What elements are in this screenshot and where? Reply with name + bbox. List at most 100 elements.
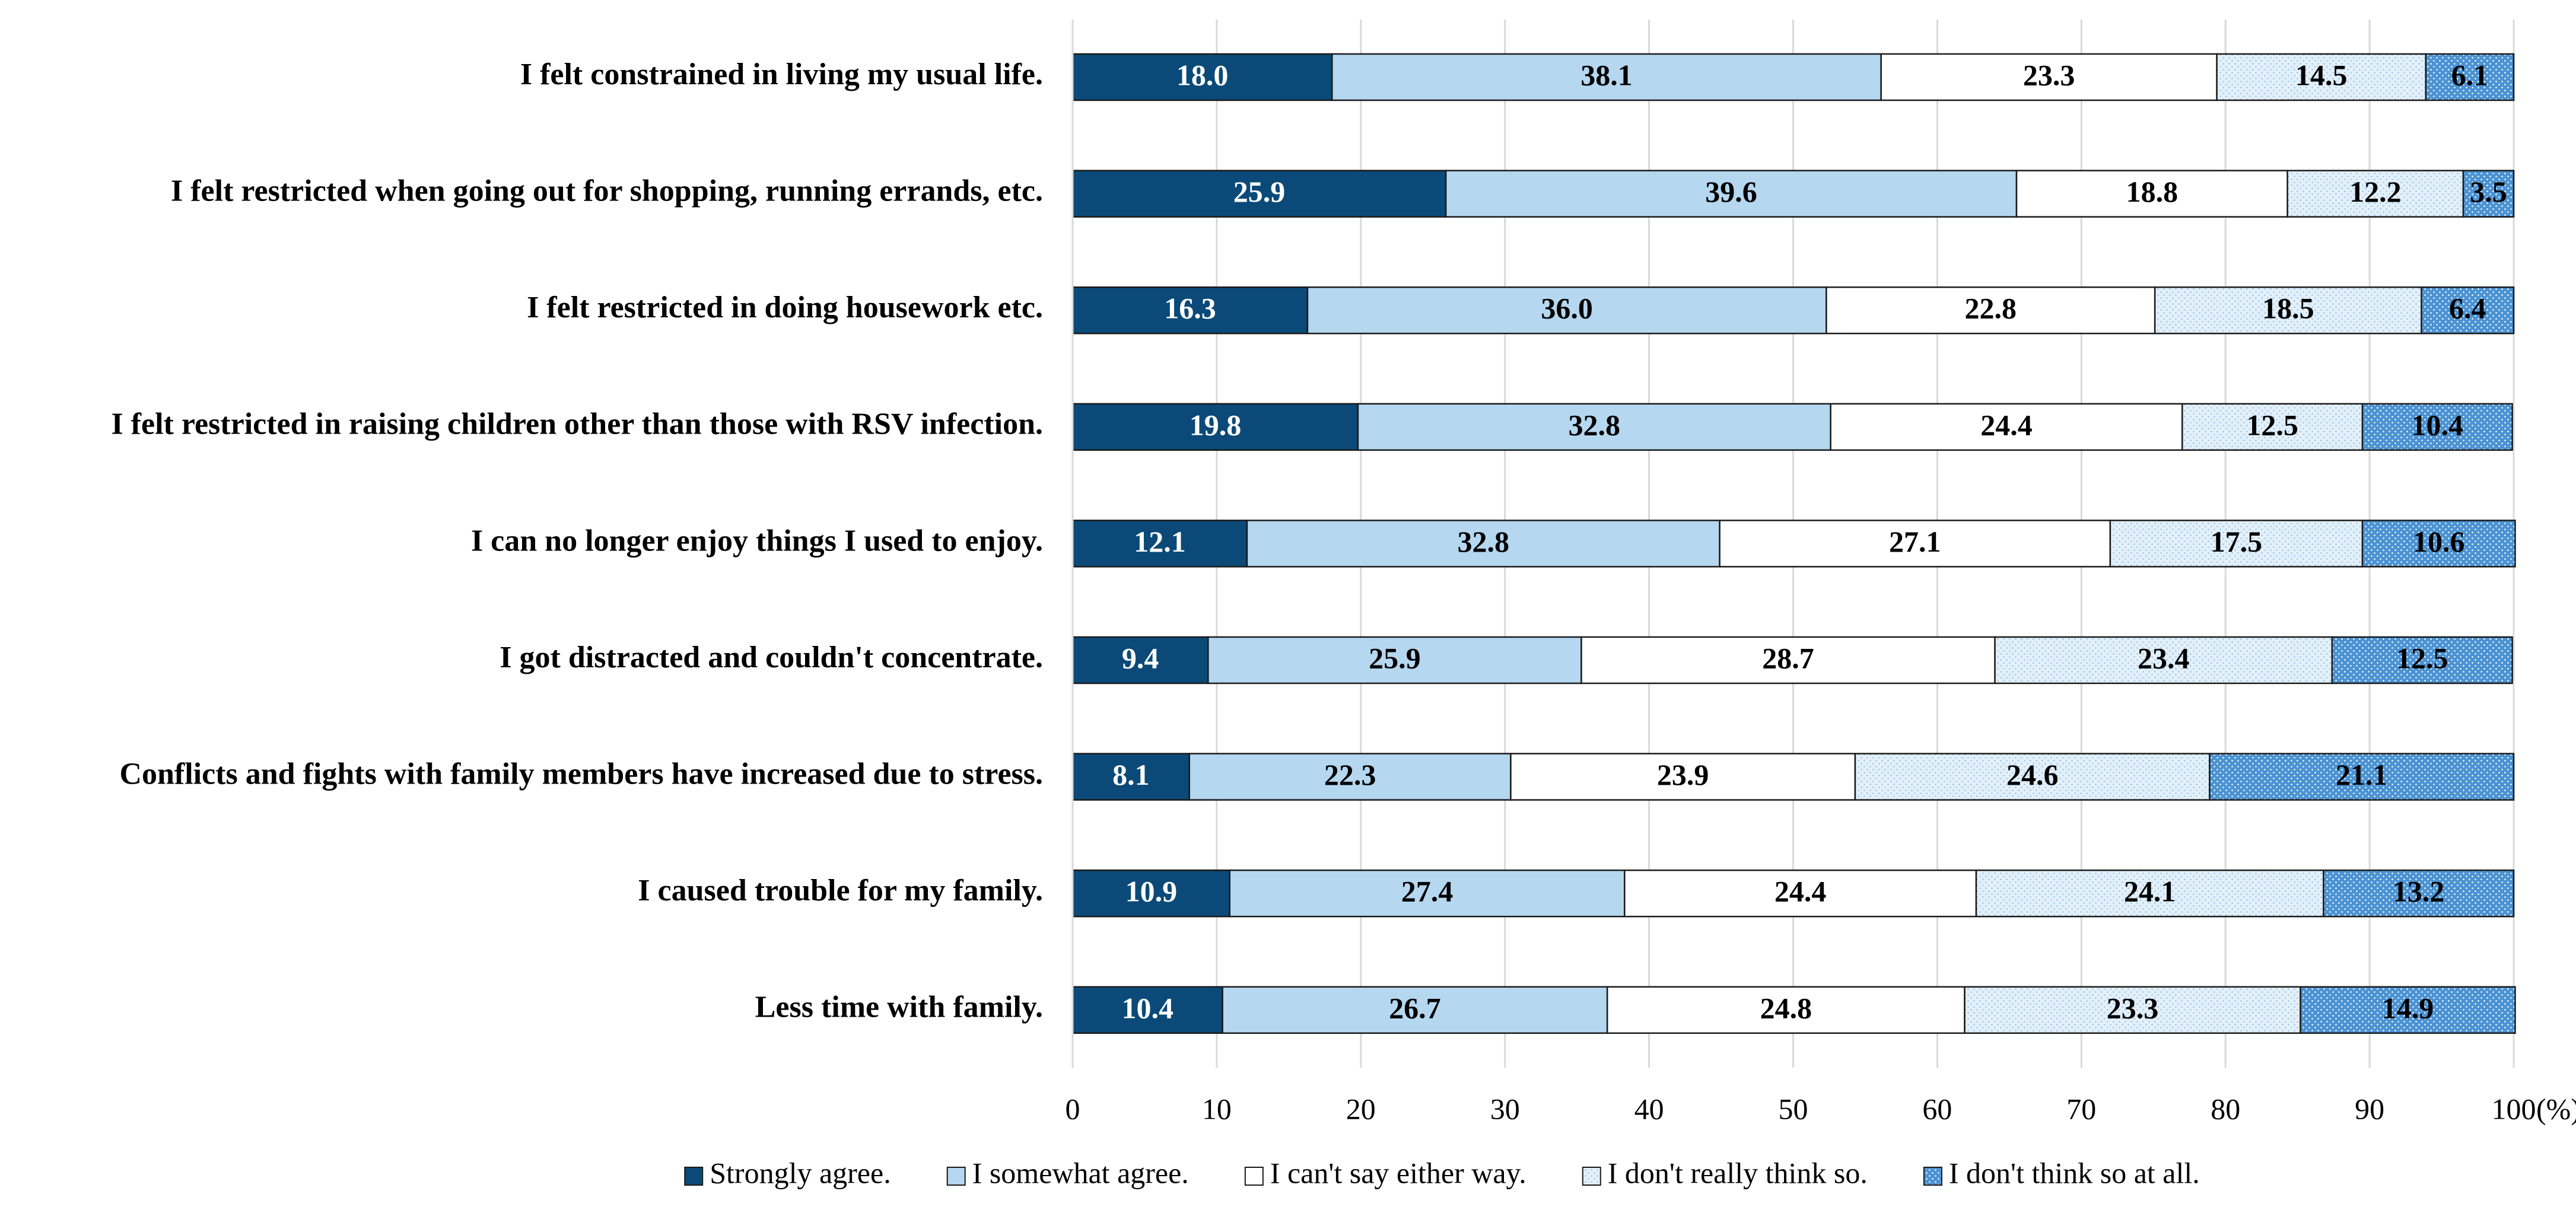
bar-segment	[2181, 403, 2364, 451]
data-label: 10.4	[2412, 408, 2464, 441]
legend-label: I somewhat agree.	[972, 1156, 1189, 1189]
bar-segment	[2209, 753, 2515, 801]
bar-segment	[1071, 753, 1190, 801]
data-label: 23.4	[2138, 641, 2190, 674]
data-label: 24.1	[2124, 875, 2176, 908]
data-label: 16.3	[1164, 292, 1216, 325]
bar-segment	[2286, 170, 2464, 218]
bar-segment	[1207, 636, 1582, 684]
bar-segment	[2331, 636, 2513, 684]
bar-segment	[1975, 869, 2324, 918]
bar-segment	[1071, 403, 1359, 451]
bar-segment	[2300, 986, 2516, 1034]
x-tick-label: 70	[2066, 1092, 2096, 1125]
data-label: 25.9	[1369, 641, 1421, 674]
data-label: 25.9	[1233, 175, 1286, 208]
data-label: 32.8	[1569, 408, 1621, 441]
x-tick-label: 30	[1490, 1092, 1520, 1125]
data-label: 23.3	[2023, 58, 2075, 91]
legend-marker	[946, 1167, 966, 1186]
data-label: 10.4	[1122, 991, 1174, 1024]
bar-segment	[2109, 520, 2364, 568]
x-tick-label: 50	[1779, 1092, 1808, 1125]
bar-segment	[2462, 170, 2515, 218]
legend-marker	[1244, 1167, 1264, 1186]
bar-segment	[1445, 170, 2018, 218]
bar-segment	[2323, 869, 2515, 918]
data-label: 14.5	[2295, 58, 2348, 91]
bar-segment	[1246, 520, 1720, 568]
x-unit: (%)	[2536, 1092, 2576, 1125]
bar-segment	[1719, 520, 2111, 568]
data-label: 18.5	[2262, 292, 2314, 325]
data-label: 27.1	[1889, 525, 1941, 558]
data-label: 27.4	[1401, 875, 1454, 908]
category-label: I felt constrained in living my usual li…	[520, 58, 1043, 91]
category-label: Less time with family.	[755, 991, 1043, 1024]
category-label: I felt restricted in raising children ot…	[111, 407, 1043, 441]
bar-segment	[2361, 403, 2513, 451]
data-label: 3.5	[2470, 175, 2507, 208]
data-label: 13.2	[2393, 875, 2445, 908]
x-tick-label: 90	[2355, 1092, 2384, 1125]
bar-segment	[1071, 53, 1333, 101]
data-label: 10.9	[1125, 875, 1178, 908]
data-label: 28.7	[1762, 641, 1814, 674]
data-label: 6.1	[2451, 58, 2489, 91]
bar-segment	[1854, 753, 2211, 801]
data-label: 12.2	[2349, 175, 2402, 208]
data-label: 12.5	[2396, 641, 2448, 674]
bar-segment	[1357, 403, 1831, 451]
category-label: I felt restricted when going out for sho…	[171, 174, 1043, 208]
bar-segment	[1606, 986, 1966, 1034]
data-label: 22.3	[1324, 758, 1376, 791]
bar-segment	[2154, 286, 2422, 335]
data-label: 14.9	[2382, 991, 2434, 1024]
data-label: 23.9	[1657, 758, 1709, 791]
data-label: 32.8	[1458, 525, 1510, 558]
data-label: 17.5	[2211, 525, 2263, 558]
data-label: 12.1	[1134, 525, 1186, 558]
legend-label: I can't say either way.	[1270, 1156, 1526, 1189]
data-label: 9.4	[1122, 641, 1159, 674]
bar-segment	[1830, 403, 2183, 451]
bar-segment	[2425, 53, 2515, 101]
data-label: 24.6	[2006, 758, 2059, 791]
data-label: 22.8	[1965, 292, 2017, 325]
bar-segment	[1306, 286, 1827, 335]
x-tick-label: 0	[1066, 1092, 1080, 1125]
legend-marker	[684, 1167, 704, 1186]
data-label: 21.1	[2336, 758, 2388, 791]
data-label: 38.1	[1580, 58, 1633, 91]
bar-segment	[1624, 869, 1977, 918]
data-label: 12.5	[2246, 408, 2298, 441]
x-tick-label: 80	[2211, 1092, 2240, 1125]
bar-segment	[1071, 520, 1248, 568]
bar-segment	[2421, 286, 2515, 335]
data-label: 23.3	[2107, 991, 2159, 1024]
category-label: I can no longer enjoy things I used to e…	[471, 524, 1043, 558]
bar-segment	[1826, 286, 2156, 335]
bar-segment	[1071, 869, 1231, 918]
x-tick-label: 60	[1922, 1092, 1952, 1125]
bar-segment	[2216, 53, 2427, 101]
legend-marker	[1582, 1167, 1601, 1186]
legend-marker	[1923, 1167, 1942, 1186]
data-label: 26.7	[1389, 991, 1441, 1024]
category-label: I caused trouble for my family.	[638, 874, 1043, 908]
bar-segment	[1994, 636, 2333, 684]
bar-segment	[1222, 986, 1608, 1034]
x-tick-label: 100	[2492, 1092, 2536, 1125]
x-tick-label: 40	[1634, 1092, 1664, 1125]
data-label: 36.0	[1541, 292, 1593, 325]
data-label: 10.6	[2413, 525, 2465, 558]
data-label: 24.4	[1980, 408, 2033, 441]
data-label: 19.8	[1190, 408, 1242, 441]
data-label: 39.6	[1705, 175, 1757, 208]
bar-segment	[1331, 53, 1882, 101]
x-tick-label: 10	[1202, 1092, 1232, 1125]
data-label: 18.8	[2126, 175, 2179, 208]
bar-segment	[1229, 869, 1626, 918]
bar-segment	[1071, 170, 1447, 218]
